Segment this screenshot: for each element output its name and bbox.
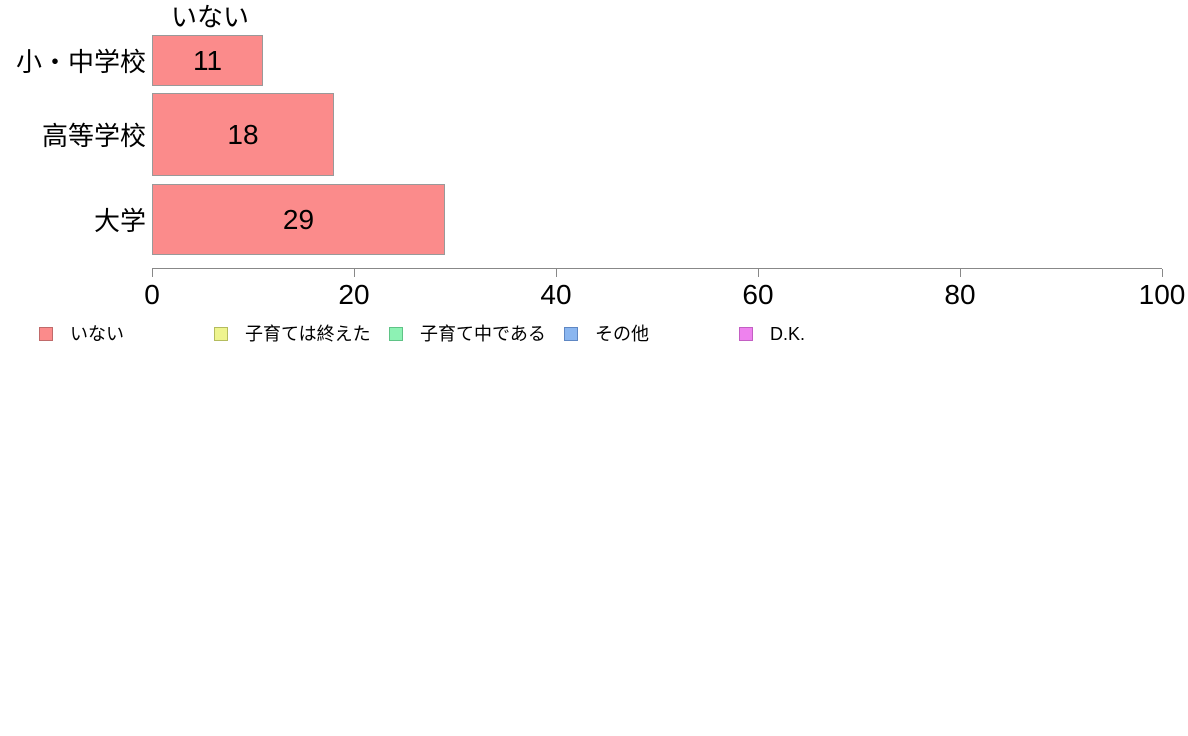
bar-value-label: 11 (192, 44, 223, 76)
legend-item: D.K. (739, 324, 805, 344)
category-label: 大学 (93, 206, 146, 236)
chart-title: いない (170, 2, 249, 32)
bar-value-label: 18 (227, 118, 259, 150)
legend-swatch-icon (39, 327, 53, 341)
legend-item: その他 (564, 324, 649, 344)
x-axis-tick-label: 20 (338, 279, 370, 310)
legend-label: 子育て中である (420, 324, 546, 344)
category-label: 小・中学校 (15, 47, 146, 77)
legend-label: その他 (595, 324, 649, 344)
x-axis-tick-mark (354, 269, 355, 277)
bar: 18 (152, 93, 334, 176)
legend-label: D.K. (770, 324, 806, 344)
x-axis-tick-mark (758, 269, 759, 277)
x-axis-tick-label: 60 (742, 279, 774, 310)
legend-swatch-icon (564, 327, 578, 341)
category-label: 高等学校 (41, 121, 146, 151)
legend-item: 子育ては終えた (214, 324, 371, 344)
legend-label: 子育ては終えた (245, 324, 371, 344)
x-axis-tick-label: 40 (540, 279, 572, 310)
bar: 29 (152, 184, 445, 255)
x-axis-tick-mark (960, 269, 961, 277)
legend-item: 子育て中である (389, 324, 546, 344)
x-axis-tick-label: 100 (1138, 279, 1186, 310)
x-axis-tick-mark (152, 269, 153, 277)
x-axis-tick-label: 80 (944, 279, 976, 310)
x-axis-tick-mark (556, 269, 557, 277)
legend-swatch-icon (389, 327, 403, 341)
x-axis-tick-label: 0 (144, 279, 160, 310)
x-axis-line (152, 268, 1162, 269)
bar-value-label: 29 (282, 203, 315, 235)
legend-item: いない (39, 324, 124, 344)
legend-swatch-icon (214, 327, 228, 341)
x-axis-tick-mark (1162, 269, 1163, 277)
legend-label: いない (70, 324, 124, 344)
legend-swatch-icon (739, 327, 753, 341)
bar: 11 (152, 35, 263, 86)
